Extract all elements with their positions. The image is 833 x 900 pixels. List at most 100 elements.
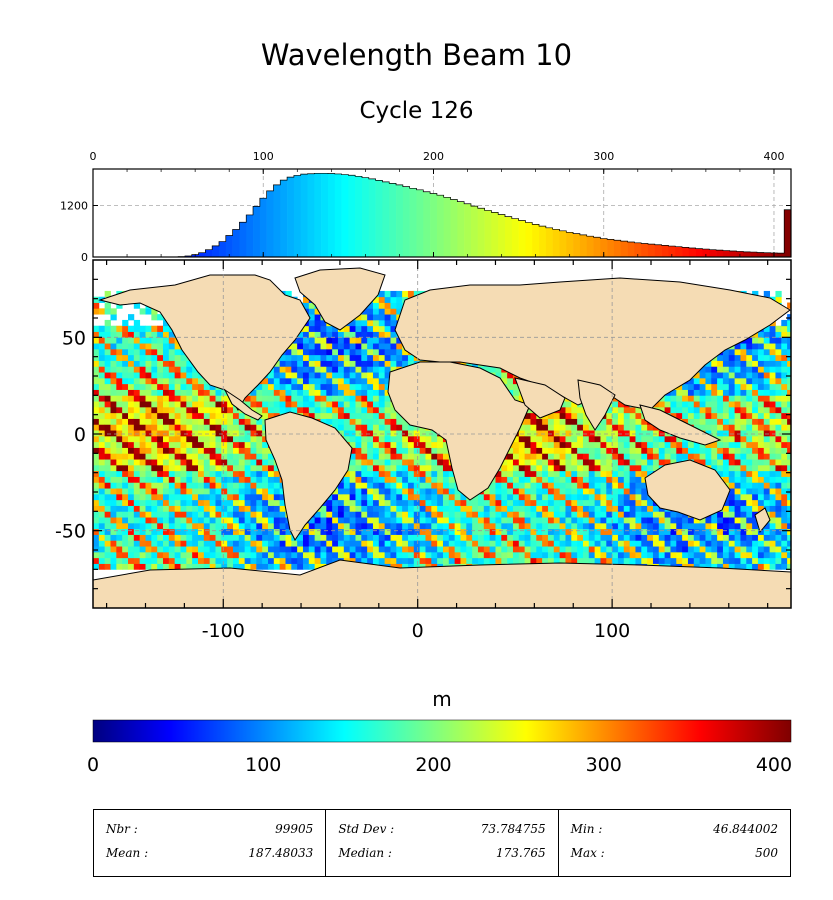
map-cell bbox=[197, 470, 205, 477]
map-cell bbox=[682, 517, 689, 524]
map-cell bbox=[402, 430, 409, 437]
map-cell bbox=[250, 522, 257, 530]
histogram-bar bbox=[607, 239, 615, 257]
map-cell bbox=[553, 505, 561, 512]
map-cell bbox=[110, 459, 117, 466]
map-cell bbox=[139, 528, 146, 535]
map-cell bbox=[390, 406, 397, 414]
map-cell bbox=[343, 348, 351, 356]
map-cell bbox=[617, 476, 625, 483]
map-cell bbox=[402, 459, 409, 466]
map-cell bbox=[396, 412, 403, 419]
map-cell bbox=[594, 493, 601, 501]
map-cell bbox=[203, 511, 211, 518]
map-cell bbox=[186, 563, 193, 570]
map-cell bbox=[367, 401, 374, 408]
map-cell bbox=[518, 459, 526, 466]
map-cell bbox=[454, 517, 461, 524]
map-cell bbox=[693, 528, 701, 535]
map-cell bbox=[442, 546, 450, 553]
map-cell bbox=[192, 517, 199, 524]
map-cell bbox=[127, 551, 135, 559]
map-cell bbox=[367, 308, 374, 315]
map-cell bbox=[279, 528, 286, 535]
map-cell bbox=[542, 464, 549, 472]
map-cell bbox=[157, 563, 164, 570]
histogram-bar bbox=[627, 241, 635, 257]
map-cell bbox=[588, 534, 596, 541]
map-cell bbox=[559, 441, 566, 448]
map-cell bbox=[390, 546, 397, 553]
map-cell bbox=[600, 517, 607, 524]
map-cell bbox=[378, 395, 386, 402]
map-cell bbox=[337, 551, 345, 559]
map-cell bbox=[174, 551, 181, 559]
map-cell bbox=[600, 488, 607, 495]
map-cell bbox=[629, 505, 636, 512]
map-cell bbox=[652, 435, 660, 443]
map-cell bbox=[267, 505, 275, 512]
map-cell bbox=[367, 499, 374, 506]
map-cell bbox=[407, 522, 415, 530]
map-cell bbox=[536, 464, 543, 472]
map-cell bbox=[547, 447, 555, 454]
map-cell bbox=[571, 441, 578, 448]
map-cell bbox=[93, 499, 100, 506]
map-cell bbox=[495, 372, 502, 379]
map-cell bbox=[489, 551, 496, 559]
map-cell bbox=[256, 505, 263, 512]
map-cell bbox=[472, 517, 479, 524]
map-cell bbox=[279, 366, 286, 373]
map-cell bbox=[594, 534, 601, 541]
map-cell bbox=[145, 325, 152, 332]
map-cell bbox=[699, 395, 706, 402]
map-cell bbox=[711, 546, 718, 553]
map-cell bbox=[267, 412, 275, 419]
map-cell bbox=[192, 395, 199, 402]
map-cell bbox=[431, 493, 438, 501]
map-cell bbox=[705, 430, 712, 437]
map-cell bbox=[180, 389, 187, 396]
map-cell bbox=[256, 406, 263, 414]
map-cell bbox=[559, 493, 566, 501]
map-cell bbox=[635, 546, 642, 553]
map-cell bbox=[390, 354, 397, 361]
map-cell bbox=[612, 470, 619, 477]
map-cell bbox=[442, 488, 450, 495]
map-cell bbox=[641, 464, 648, 472]
map-cell bbox=[542, 430, 549, 437]
map-cell bbox=[262, 482, 269, 489]
map-cell bbox=[145, 424, 152, 431]
map-cell bbox=[623, 493, 631, 501]
map-cell bbox=[122, 319, 129, 327]
map-cell bbox=[326, 366, 333, 373]
map-cell bbox=[582, 493, 590, 501]
map-cell bbox=[402, 517, 409, 524]
map-cell bbox=[372, 296, 380, 303]
map-cell bbox=[635, 418, 642, 425]
map-cell bbox=[536, 528, 543, 535]
map-cell bbox=[378, 441, 386, 448]
histogram-bar bbox=[443, 197, 451, 257]
map-cell bbox=[273, 372, 281, 379]
map-cell bbox=[127, 482, 135, 489]
map-cell bbox=[186, 511, 193, 518]
map-cell bbox=[367, 441, 374, 448]
map-cell bbox=[337, 360, 345, 367]
map-cell bbox=[647, 499, 654, 506]
map-cell bbox=[635, 540, 642, 547]
map-cell bbox=[361, 447, 368, 454]
map-cell bbox=[244, 517, 251, 524]
map-cell bbox=[133, 395, 141, 402]
map-cell bbox=[518, 435, 526, 443]
map-cell bbox=[285, 528, 292, 535]
map-cell bbox=[367, 488, 374, 495]
map-cell bbox=[361, 557, 368, 564]
map-cell bbox=[273, 406, 281, 414]
map-cell bbox=[699, 424, 706, 431]
map-cell bbox=[262, 406, 269, 414]
histogram-bar bbox=[307, 173, 315, 257]
map-cell bbox=[221, 389, 228, 396]
map-cell bbox=[472, 505, 479, 512]
map-cell bbox=[372, 511, 380, 518]
